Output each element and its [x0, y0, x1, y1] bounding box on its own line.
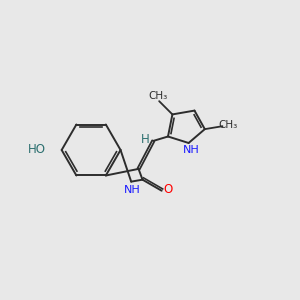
- Text: CH₃: CH₃: [148, 91, 167, 101]
- Text: O: O: [164, 183, 173, 196]
- Text: NH: NH: [124, 185, 141, 195]
- Text: H: H: [141, 133, 149, 146]
- Text: CH₃: CH₃: [218, 120, 237, 130]
- Text: NH: NH: [183, 145, 200, 155]
- Text: HO: HO: [28, 143, 46, 157]
